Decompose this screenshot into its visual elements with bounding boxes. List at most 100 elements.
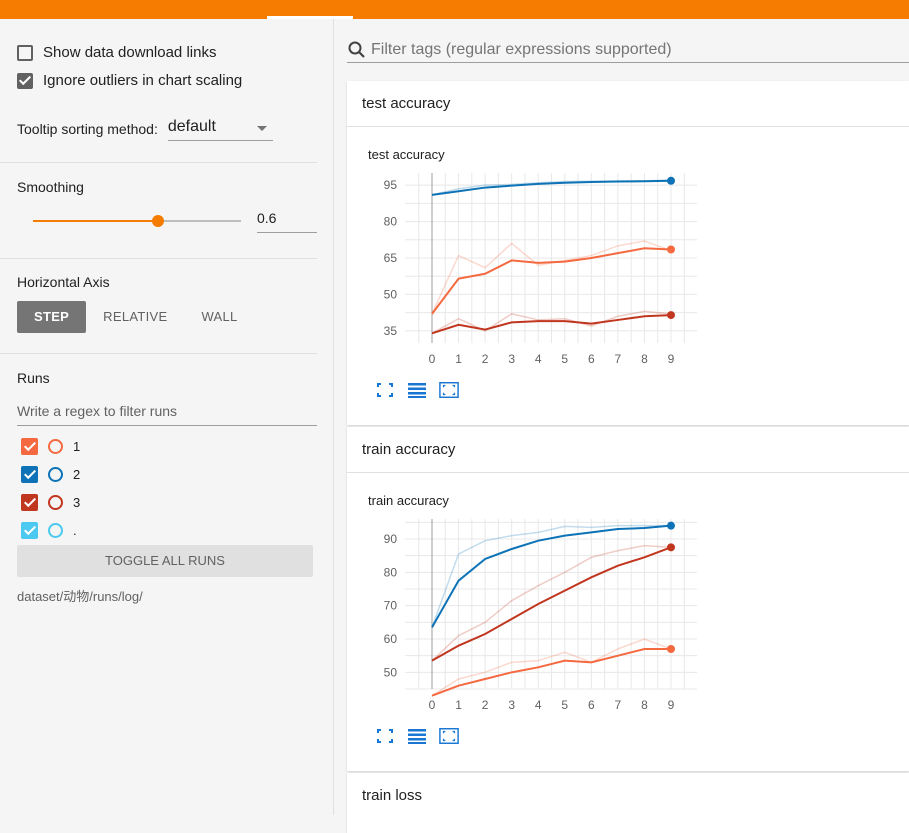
- series-line[interactable]: [431, 648, 671, 697]
- smoothing-slider-thumb[interactable]: [152, 215, 164, 227]
- toggle-all-runs-button[interactable]: TOGGLE ALL RUNS: [17, 545, 313, 577]
- run-item-1[interactable]: 1: [21, 438, 80, 455]
- y-tick-label: 70: [384, 599, 398, 613]
- x-tick-label: 7: [615, 352, 622, 366]
- fit-domain-icon[interactable]: [439, 727, 459, 745]
- train-accuracy-chart[interactable]: 50 60 70 80 90 0 1 2 3 4 5 6 7 8 9: [347, 513, 707, 713]
- x-tick-label: 5: [561, 698, 568, 712]
- show-download-links-checkbox[interactable]: Show data download links: [17, 44, 216, 61]
- run-label: .: [73, 523, 77, 538]
- tooltip-sorting-label: Tooltip sorting method:: [17, 120, 158, 137]
- series-line[interactable]: [431, 524, 672, 628]
- series-endpoint[interactable]: [667, 176, 675, 185]
- y-tick-label: 90: [384, 532, 398, 546]
- x-tick-label: 0: [429, 352, 436, 366]
- x-tick-label: 2: [482, 698, 489, 712]
- run-color-circle-icon[interactable]: [48, 439, 63, 454]
- card-train-accuracy: train accuracy train accuracy 50 60 70 80 90…: [347, 427, 909, 771]
- run-color-circle-icon[interactable]: [48, 467, 63, 482]
- smoothing-value-input[interactable]: 0.6: [257, 210, 317, 233]
- x-tick-label: 8: [641, 352, 648, 366]
- ignore-outliers-label: Ignore outliers in chart scaling: [43, 72, 243, 89]
- y-tick-label: 80: [384, 215, 398, 229]
- run-item-2[interactable]: 2: [21, 466, 80, 483]
- card-train-loss: train loss: [347, 773, 909, 833]
- run-label: 3: [73, 495, 81, 510]
- chart-toolbar: [375, 381, 471, 399]
- card-header[interactable]: train loss: [362, 787, 423, 804]
- fullscreen-icon[interactable]: [375, 727, 395, 745]
- log-scale-icon[interactable]: [407, 381, 427, 399]
- run-color-circle-icon[interactable]: [48, 523, 63, 538]
- run-color-circle-icon[interactable]: [48, 495, 63, 510]
- series-raw-line: [431, 310, 672, 334]
- checkbox-box[interactable]: [17, 72, 33, 89]
- run-checkbox[interactable]: [21, 522, 38, 539]
- fullscreen-icon[interactable]: [375, 381, 395, 399]
- series-endpoint[interactable]: [667, 521, 675, 530]
- x-tick-label: 4: [535, 698, 542, 712]
- runs-label: Runs: [17, 370, 50, 386]
- series-endpoint[interactable]: [667, 245, 675, 254]
- x-tick-label: 8: [641, 698, 648, 712]
- divider: [0, 353, 317, 354]
- axis-relative-button[interactable]: RELATIVE: [103, 309, 168, 324]
- y-tick-label: 35: [384, 324, 398, 338]
- run-checkbox[interactable]: [21, 494, 38, 511]
- x-tick-label: 7: [615, 698, 622, 712]
- series-endpoint[interactable]: [667, 645, 675, 653]
- run-item-dot[interactable]: .: [21, 522, 77, 539]
- series-raw-line: [431, 544, 672, 662]
- search-icon: [348, 41, 365, 58]
- x-tick-label: 2: [482, 352, 489, 366]
- runs-filter-input[interactable]: Write a regex to filter runs: [17, 403, 317, 426]
- card-test-accuracy: test accuracy test accuracy 35 50 65 80 95 0 1…: [347, 81, 909, 425]
- x-tick-label: 3: [508, 352, 515, 366]
- filter-tags-input[interactable]: Filter tags (regular expressions support…: [347, 38, 909, 63]
- series-line[interactable]: [431, 314, 672, 335]
- smoothing-slider[interactable]: [33, 215, 241, 227]
- sidebar: Show data download links Ignore outliers…: [0, 19, 334, 815]
- y-tick-label: 95: [384, 178, 398, 192]
- top-toolbar: [0, 0, 909, 19]
- axis-wall-button[interactable]: WALL: [201, 309, 238, 324]
- card-header[interactable]: train accuracy: [347, 427, 909, 473]
- active-tab-indicator: [267, 16, 353, 19]
- run-item-3[interactable]: 3: [21, 494, 80, 511]
- tooltip-sorting-value: default: [167, 118, 216, 135]
- series-line[interactable]: [431, 179, 672, 196]
- run-checkbox[interactable]: [21, 466, 38, 483]
- axis-step-button[interactable]: STEP: [17, 301, 87, 333]
- run-checkbox[interactable]: [21, 438, 38, 455]
- chevron-down-icon: [256, 126, 267, 131]
- divider: [0, 258, 317, 259]
- series-line[interactable]: [431, 546, 672, 662]
- show-download-links-label: Show data download links: [43, 44, 217, 61]
- test-accuracy-chart[interactable]: 35 50 65 80 95 0 1 2 3 4 5 6 7 8 9: [347, 167, 707, 367]
- divider: [0, 162, 317, 163]
- y-tick-label: 65: [384, 251, 398, 265]
- x-tick-label: 6: [588, 352, 595, 366]
- series-endpoint[interactable]: [667, 311, 675, 320]
- horizontal-axis-buttons: STEP RELATIVE WALL: [17, 301, 255, 333]
- card-header[interactable]: test accuracy: [347, 81, 909, 127]
- x-tick-label: 5: [561, 352, 568, 366]
- run-label: 2: [73, 467, 81, 482]
- checkbox-box[interactable]: [17, 44, 33, 61]
- x-tick-label: 3: [508, 698, 515, 712]
- series-line[interactable]: [431, 247, 672, 315]
- series-endpoint[interactable]: [667, 543, 675, 552]
- x-tick-label: 0: [429, 698, 436, 712]
- smoothing-slider-fill: [33, 220, 158, 222]
- x-tick-label: 6: [588, 698, 595, 712]
- tooltip-sorting-select[interactable]: default: [167, 116, 273, 141]
- log-scale-icon[interactable]: [407, 727, 427, 745]
- ignore-outliers-checkbox[interactable]: Ignore outliers in chart scaling: [17, 72, 242, 89]
- fit-domain-icon[interactable]: [439, 381, 459, 399]
- x-tick-label: 4: [535, 352, 542, 366]
- filter-tags-placeholder: Filter tags (regular expressions support…: [371, 41, 672, 58]
- y-tick-label: 60: [384, 632, 398, 646]
- y-tick-label: 50: [384, 665, 398, 679]
- x-tick-label: 9: [668, 352, 675, 366]
- log-directory-path: dataset/动物/runs/log/: [17, 589, 143, 604]
